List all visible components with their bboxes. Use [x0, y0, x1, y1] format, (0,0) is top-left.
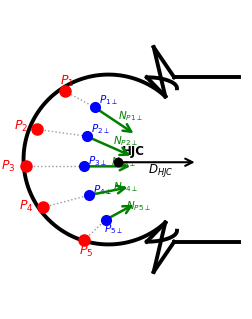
Text: $N_{P5\perp}$: $N_{P5\perp}$ — [126, 199, 150, 213]
Text: $P_{3\perp}$: $P_{3\perp}$ — [87, 154, 106, 168]
Text: $N_{P1\perp}$: $N_{P1\perp}$ — [118, 109, 142, 122]
Text: $N_{P3\perp}$: $N_{P3\perp}$ — [111, 155, 136, 169]
Text: HJC: HJC — [122, 145, 145, 159]
Text: $P_{5\perp}$: $P_{5\perp}$ — [104, 222, 123, 236]
Text: $D_{HJC}$: $D_{HJC}$ — [147, 162, 173, 179]
Text: $P_5$: $P_5$ — [79, 244, 93, 259]
Text: $P_1$: $P_1$ — [60, 74, 74, 89]
Text: $N_{P2\perp}$: $N_{P2\perp}$ — [112, 134, 137, 148]
Text: $P_{1\perp}$: $P_{1\perp}$ — [99, 94, 117, 108]
Text: $P_{4\perp}$: $P_{4\perp}$ — [93, 183, 112, 197]
Text: $P_3$: $P_3$ — [1, 159, 16, 174]
Text: $P_{2\perp}$: $P_{2\perp}$ — [90, 122, 109, 136]
Text: $P_2$: $P_2$ — [14, 119, 28, 134]
Text: $N_{P4\perp}$: $N_{P4\perp}$ — [112, 180, 137, 194]
Text: $P_4$: $P_4$ — [19, 198, 34, 214]
